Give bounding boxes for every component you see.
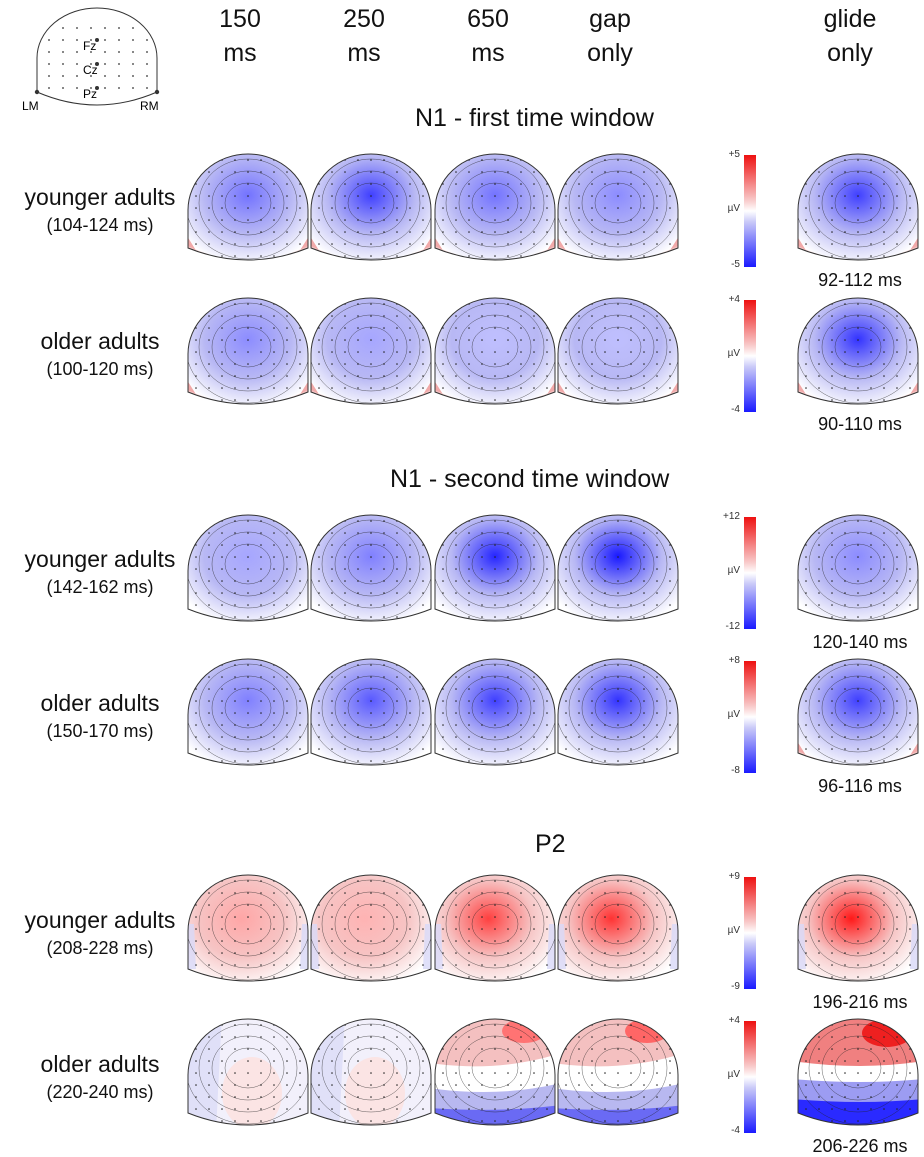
topo-map — [187, 874, 309, 982]
topo-map — [310, 514, 432, 622]
topo-map — [434, 874, 556, 982]
color-scale-bar: +4 µV -4 — [700, 1015, 760, 1137]
column-header-gap-only: gap only — [587, 5, 633, 67]
topo-map — [434, 297, 556, 405]
topo-map — [557, 658, 679, 766]
section-title-n1-second: N1 - second time window — [390, 465, 670, 493]
glide-time-window: 120-140 ms — [812, 632, 908, 652]
topo-map — [557, 514, 679, 622]
row-label: older adults (100-120 ms) — [40, 328, 160, 379]
topo-map — [434, 514, 556, 622]
row-label: younger adults (208-228 ms) — [24, 907, 176, 958]
glide-time-window: 92-112 ms — [818, 270, 902, 290]
color-scale-bar: +5 µV -5 — [700, 149, 760, 271]
row-label: younger adults (104-124 ms) — [24, 184, 176, 235]
row-label: older adults (150-170 ms) — [40, 690, 160, 741]
column-header-650ms: 650 ms — [467, 5, 509, 67]
topo-map — [797, 514, 919, 622]
column-header-250ms: 250 ms — [343, 5, 385, 67]
topo-map — [434, 1018, 556, 1126]
electrode-label-fz: Fz — [83, 39, 96, 53]
color-scale-bar: +8 µV -8 — [700, 655, 760, 777]
topo-map — [557, 1018, 679, 1126]
topo-map — [310, 153, 432, 261]
color-scale-bar: +9 µV -9 — [700, 871, 760, 993]
glide-time-window: 90-110 ms — [818, 414, 902, 434]
topo-map — [310, 658, 432, 766]
topo-map — [187, 1018, 309, 1126]
column-header-150ms: 150 ms — [219, 5, 261, 67]
glide-time-window: 96-116 ms — [818, 776, 902, 796]
topo-map — [187, 658, 309, 766]
glide-time-window: 206-226 ms — [812, 1136, 908, 1156]
topo-map — [434, 153, 556, 261]
topo-map — [187, 153, 309, 261]
topo-map — [310, 1018, 432, 1126]
topo-map — [797, 874, 919, 982]
section-title-n1-first: N1 - first time window — [415, 104, 654, 132]
topo-map — [434, 658, 556, 766]
row-label: younger adults (142-162 ms) — [24, 546, 176, 597]
mastoid-label-rm: RM — [140, 99, 159, 113]
row-label: older adults (220-240 ms) — [40, 1051, 160, 1102]
color-scale-bar: +4 µV -4 — [700, 294, 760, 416]
topo-map — [187, 297, 309, 405]
column-header-glide-only: glide only — [823, 5, 877, 67]
topo-map — [557, 153, 679, 261]
electrode-label-pz: Pz — [83, 87, 97, 101]
topo-map — [310, 297, 432, 405]
topo-map — [797, 658, 919, 766]
topo-map — [557, 297, 679, 405]
topo-map — [797, 297, 919, 405]
topo-map — [797, 153, 919, 261]
electrode-label-cz: Cz — [83, 63, 98, 77]
electrode-montage: Fz Cz Pz LM RM — [22, 7, 160, 113]
topo-map — [557, 874, 679, 982]
topo-map — [187, 514, 309, 622]
section-title-p2: P2 — [535, 830, 566, 858]
mastoid-label-lm: LM — [22, 99, 39, 113]
topo-map — [797, 1018, 919, 1126]
topo-map — [310, 874, 432, 982]
color-scale-bar: +12 µV -12 — [700, 511, 760, 633]
glide-time-window: 196-216 ms — [812, 992, 908, 1012]
